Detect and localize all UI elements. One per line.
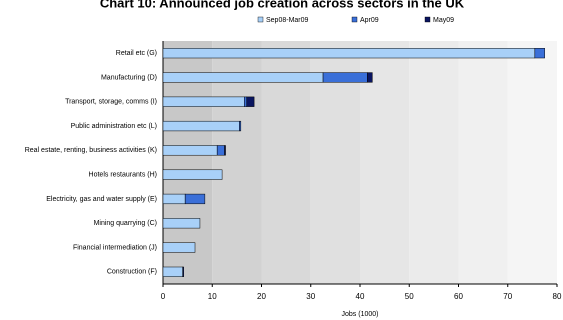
bar-segment	[162, 218, 201, 229]
plot-band	[409, 41, 459, 284]
bar-segment	[162, 266, 183, 277]
x-tick-label: 60	[454, 292, 463, 301]
bar-segment	[534, 48, 545, 59]
x-tick-label: 0	[161, 292, 166, 301]
bar-segment	[162, 169, 223, 180]
bar-segment	[244, 96, 247, 107]
bar-segment	[322, 72, 368, 83]
bar-segment	[162, 242, 196, 253]
y-tick-label: Manufacturing (D)	[101, 74, 157, 81]
plot-band	[458, 41, 508, 284]
bar-segment	[162, 72, 324, 83]
x-tick-label: 80	[553, 292, 562, 301]
x-tick-label: 10	[208, 292, 217, 301]
bar-segment	[216, 145, 225, 156]
bar-segment	[184, 193, 206, 205]
bar-segment	[182, 266, 184, 277]
bar-segment	[162, 193, 186, 205]
bar-segment	[224, 145, 226, 156]
bar-segment	[162, 145, 218, 156]
x-tick-label: 70	[503, 292, 512, 301]
bar-segment	[367, 72, 373, 83]
legend-label: Apr09	[360, 17, 379, 24]
bar-segment	[239, 120, 242, 132]
x-tick-label: 50	[405, 292, 414, 301]
y-tick-label: Construction (F)	[107, 269, 157, 276]
legend-swatch	[351, 16, 358, 23]
bar-segment	[162, 48, 536, 59]
bar-segment	[162, 120, 240, 132]
x-tick-label: 30	[306, 292, 315, 301]
bar-segment	[246, 96, 255, 107]
y-tick-label: Mining quarrying (C)	[94, 220, 157, 227]
y-tick-label: Real estate, renting, business activitie…	[25, 147, 157, 154]
legend-label: Sep08-Mar09	[266, 17, 309, 24]
x-tick-label: 40	[356, 292, 365, 301]
plot-band	[507, 41, 557, 284]
y-tick-label: Public administration etc (L)	[71, 123, 157, 130]
y-tick-label: Transport, storage, comms (I)	[65, 99, 157, 106]
y-tick-label: Electricity, gas and water supply (E)	[46, 196, 157, 203]
legend-swatch	[424, 16, 431, 23]
y-tick-label: Financial intermediation (J)	[73, 244, 157, 251]
bar-segment	[162, 96, 245, 107]
y-tick-label: Retail etc (G)	[116, 50, 157, 57]
x-axis-label: Jobs (1000)	[342, 311, 379, 318]
chart-title: Chart 10: Announced job creation across …	[100, 0, 465, 10]
legend-label: May09	[433, 17, 454, 24]
x-tick-label: 20	[257, 292, 266, 301]
legend-swatch	[257, 16, 264, 23]
y-tick-label: Hotels restaurants (H)	[89, 171, 157, 178]
